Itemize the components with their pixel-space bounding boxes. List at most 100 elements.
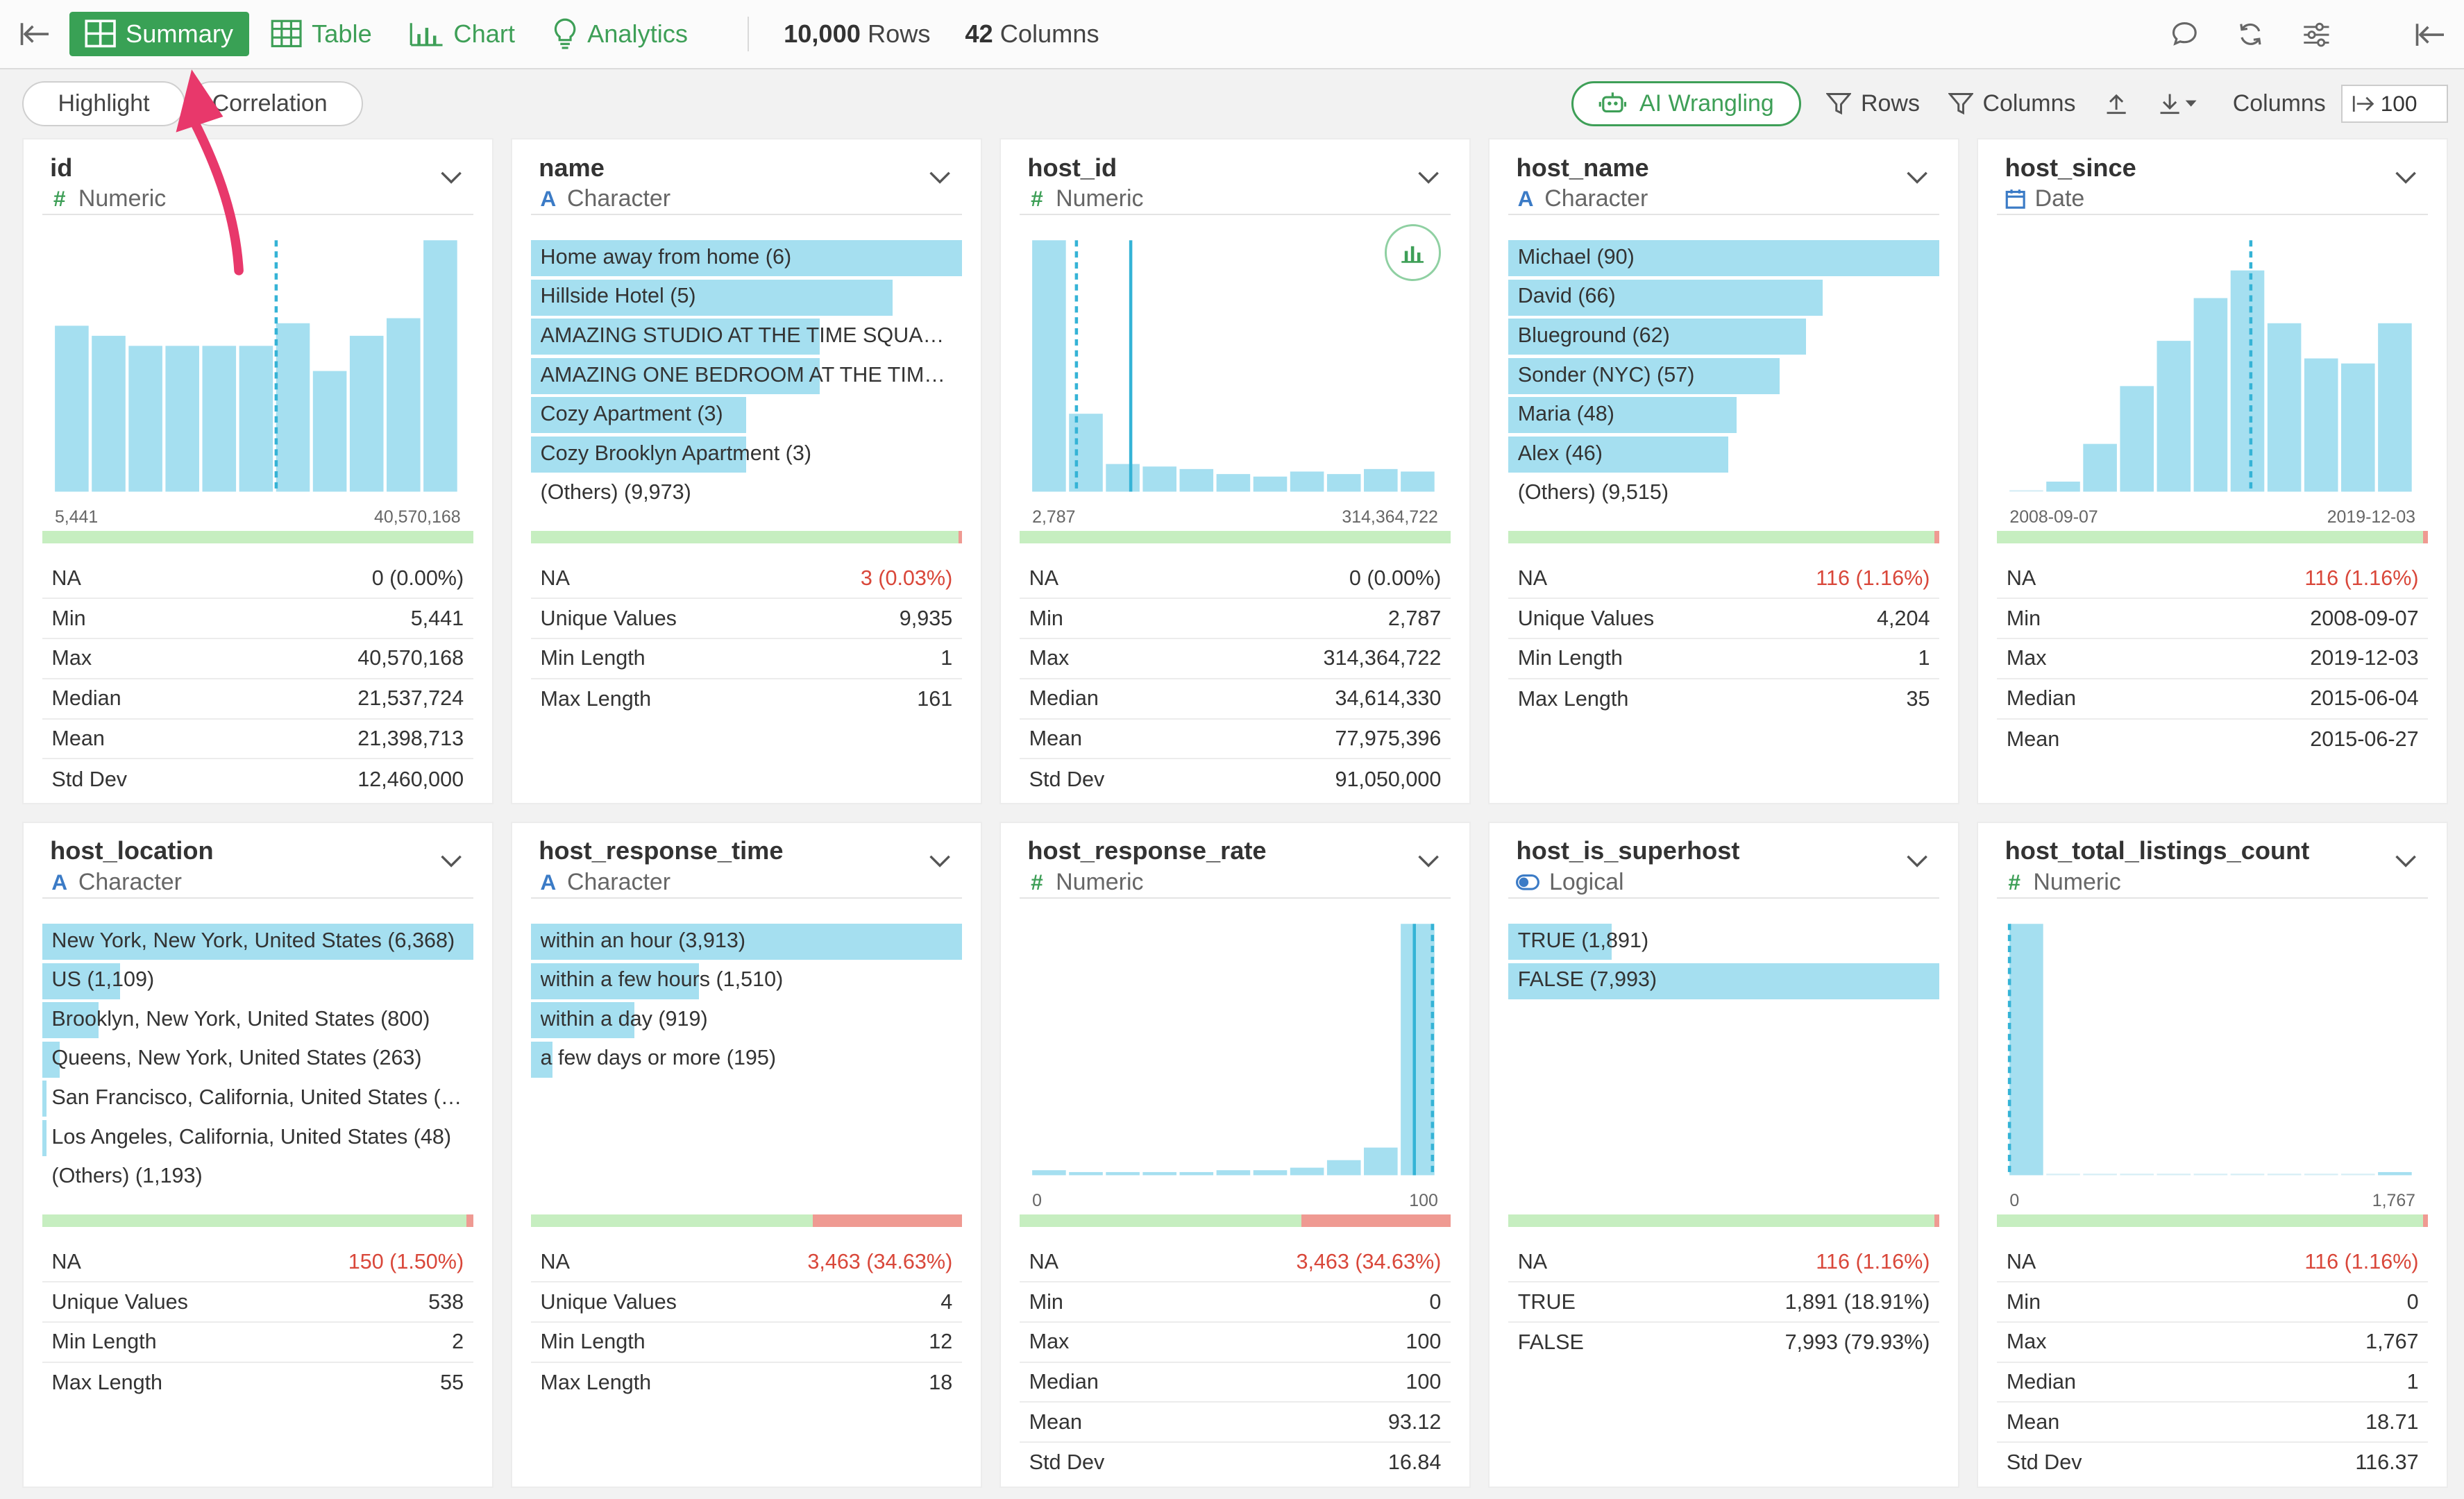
histogram-bar[interactable] — [1253, 1169, 1288, 1176]
histogram-bar[interactable] — [1253, 476, 1288, 492]
histogram-bar[interactable] — [1290, 471, 1324, 492]
histogram-bar[interactable] — [2083, 443, 2118, 492]
histogram-bar[interactable] — [423, 240, 457, 492]
frequency-bar[interactable]: (Others) (9,973) — [531, 476, 962, 512]
histogram-bar[interactable] — [1401, 923, 1435, 1176]
columns-filter-button[interactable]: Columns — [1948, 90, 2075, 117]
frequency-bar[interactable]: Los Angeles, California, United States (… — [42, 1119, 473, 1156]
columns-limit-input[interactable]: 100 — [2341, 85, 2449, 123]
histogram-bar[interactable] — [1216, 1169, 1251, 1176]
histogram-bar[interactable] — [1142, 466, 1177, 492]
histogram-bar[interactable] — [1069, 1171, 1103, 1176]
histogram-bar[interactable] — [54, 325, 89, 492]
frequency-bar[interactable]: Maria (48) — [1508, 397, 1939, 434]
histogram-bar[interactable] — [1142, 1171, 1177, 1176]
frequency-bar[interactable]: Alex (46) — [1508, 437, 1939, 473]
frequency-bar[interactable]: a few days or more (195) — [530, 1041, 962, 1078]
histogram-bar[interactable] — [1401, 471, 1435, 492]
frequency-bar[interactable]: TRUE (1,891) — [1508, 923, 1939, 960]
histogram-bar[interactable] — [165, 346, 199, 492]
histogram[interactable] — [1997, 899, 2431, 1182]
chevron-down-icon[interactable] — [927, 168, 952, 187]
frequency-bar[interactable]: within a few hours (1,510) — [530, 963, 962, 999]
histogram-bar[interactable] — [239, 346, 273, 492]
chevron-down-icon[interactable] — [1905, 168, 1930, 187]
frequency-bar[interactable]: San Francisco, California, United States… — [42, 1081, 473, 1117]
chevron-down-icon[interactable] — [439, 168, 464, 187]
histogram-bar[interactable] — [1364, 468, 1398, 492]
histogram-bar[interactable] — [2120, 1173, 2154, 1176]
ai-wrangling-button[interactable]: AI Wrangling — [1571, 81, 1802, 127]
histogram-bar[interactable] — [1106, 1171, 1140, 1176]
collapse-right-icon[interactable] — [2411, 16, 2448, 53]
histogram-bar[interactable] — [128, 346, 162, 492]
histogram-bar[interactable] — [386, 318, 421, 492]
frequency-bar[interactable]: New York, New York, United States (6,368… — [42, 923, 473, 960]
histogram-bar[interactable] — [2378, 323, 2412, 492]
frequency-bar[interactable]: David (66) — [1508, 279, 1939, 316]
histogram-bar[interactable] — [1106, 464, 1140, 492]
chevron-down-icon[interactable] — [1416, 852, 1441, 870]
chart-view-button[interactable] — [1384, 224, 1442, 281]
histogram-bar[interactable] — [2046, 481, 2081, 492]
chevron-down-icon[interactable] — [1905, 852, 1930, 870]
histogram-bar[interactable] — [1032, 1169, 1066, 1176]
highlight-button[interactable]: Highlight — [22, 81, 186, 127]
histogram[interactable] — [1020, 899, 1453, 1182]
frequency-bar[interactable]: Michael (90) — [1508, 240, 1940, 277]
settings-sliders-icon[interactable] — [2297, 16, 2335, 53]
frequency-bar[interactable]: FALSE (7,993) — [1508, 963, 1940, 999]
histogram-bar[interactable] — [2009, 490, 2043, 492]
histogram-bar[interactable] — [2009, 923, 2043, 1176]
frequency-bar[interactable]: Blueground (62) — [1508, 319, 1939, 355]
histogram-bar[interactable] — [1216, 473, 1251, 492]
histogram-bar[interactable] — [2193, 1173, 2228, 1176]
chevron-down-icon[interactable] — [2393, 168, 2418, 187]
histogram-bar[interactable] — [2268, 323, 2302, 492]
histogram[interactable] — [1020, 215, 1453, 498]
histogram-bar[interactable] — [1032, 240, 1066, 492]
histogram-bar[interactable] — [2268, 1173, 2302, 1176]
frequency-bar[interactable]: AMAZING ONE BEDROOM AT THE TIME … — [530, 357, 962, 394]
histogram-bar[interactable] — [312, 371, 347, 492]
histogram-bar[interactable] — [2341, 1173, 2375, 1176]
histogram-bar[interactable] — [1326, 1160, 1361, 1176]
histogram[interactable] — [42, 215, 476, 498]
chevron-down-icon[interactable] — [439, 852, 464, 870]
frequency-bar[interactable]: Cozy Brooklyn Apartment (3) — [530, 437, 962, 473]
frequency-bar[interactable]: within an hour (3,913) — [530, 923, 962, 960]
histogram-bar[interactable] — [202, 346, 236, 492]
frequency-bar[interactable]: Brooklyn, New York, United States (800) — [42, 1002, 473, 1039]
frequency-bar[interactable]: Sonder (NYC) (57) — [1508, 357, 1939, 394]
histogram-bar[interactable] — [1069, 414, 1103, 492]
histogram-bar[interactable] — [2378, 1171, 2412, 1176]
correlation-button[interactable]: Correlation — [188, 81, 364, 127]
histogram-bar[interactable] — [2230, 1173, 2265, 1176]
tab-analytics[interactable]: Analytics — [537, 12, 704, 56]
histogram-bar[interactable] — [2157, 341, 2191, 492]
frequency-bar[interactable]: (Others) (1,193) — [42, 1159, 473, 1195]
histogram-bar[interactable] — [2083, 1173, 2118, 1176]
histogram-bar[interactable] — [1179, 468, 1214, 492]
histogram-bar[interactable] — [2230, 270, 2265, 492]
histogram-bar[interactable] — [349, 335, 384, 492]
frequency-bar[interactable]: US (1,109) — [42, 963, 473, 999]
comment-icon[interactable] — [2166, 16, 2203, 53]
chevron-down-icon[interactable] — [1416, 168, 1441, 187]
frequency-bar[interactable]: Hillside Hotel (5) — [530, 279, 962, 316]
chevron-down-icon[interactable] — [2393, 852, 2418, 870]
download-dropdown-icon[interactable] — [2157, 91, 2198, 116]
rows-filter-button[interactable]: Rows — [1826, 90, 1920, 117]
frequency-bar[interactable]: within a day (919) — [530, 1002, 962, 1039]
refresh-icon[interactable] — [2231, 16, 2269, 53]
histogram-bar[interactable] — [2046, 1173, 2081, 1176]
frequency-bar[interactable]: Cozy Apartment (3) — [530, 397, 962, 434]
histogram-bar[interactable] — [2120, 386, 2154, 492]
histogram-bar[interactable] — [1290, 1167, 1324, 1176]
histogram-bar[interactable] — [92, 335, 126, 492]
histogram-bar[interactable] — [2341, 363, 2375, 492]
frequency-bar[interactable]: AMAZING STUDIO AT THE TIME SQUAR… — [530, 319, 962, 355]
histogram-bar[interactable] — [1179, 1171, 1214, 1176]
collapse-left-icon[interactable] — [16, 15, 53, 53]
frequency-bar[interactable]: (Others) (9,515) — [1508, 476, 1939, 512]
